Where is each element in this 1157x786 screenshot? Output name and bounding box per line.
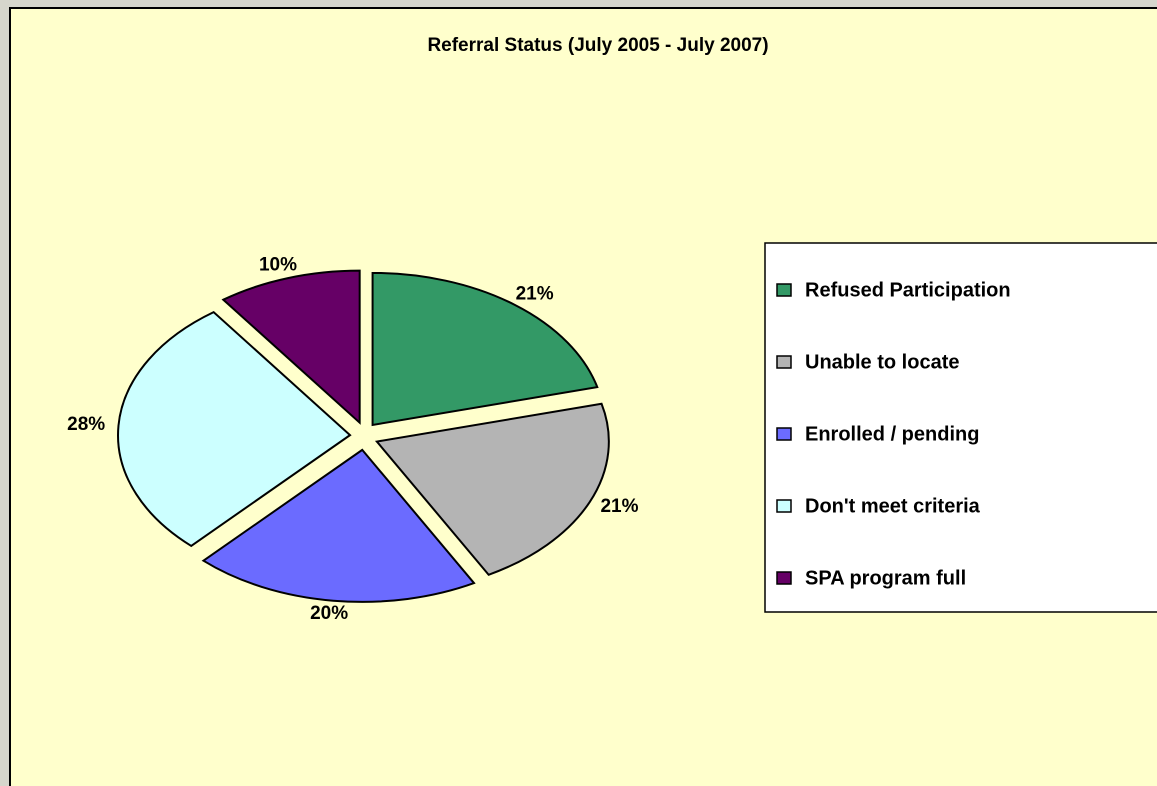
data-label: 20% [310,603,348,624]
legend-swatch [776,283,792,297]
legend-label: Enrolled / pending [805,423,979,445]
data-label: 10% [259,254,297,275]
pie-slice [117,310,352,548]
legend-box [764,242,1157,613]
data-label: 28% [67,414,105,435]
pie-slice [201,448,476,603]
legend-swatch [776,499,792,513]
legend-label: Don't meet criteria [805,495,981,517]
legend-label: Unable to locate [805,351,959,373]
legend-swatch [776,427,792,441]
pie-slice [221,269,361,425]
legend-swatch [776,571,792,585]
pie-slice [371,271,599,427]
data-label: 21% [600,496,638,517]
legend-swatch [776,355,792,369]
pie-slice [374,402,610,576]
data-label: 21% [516,283,554,304]
legend-label: SPA program full [805,567,966,589]
legend-label: Refused Participation [805,279,1011,301]
chart-title: Referral Status (July 2005 - July 2007) [427,35,768,56]
